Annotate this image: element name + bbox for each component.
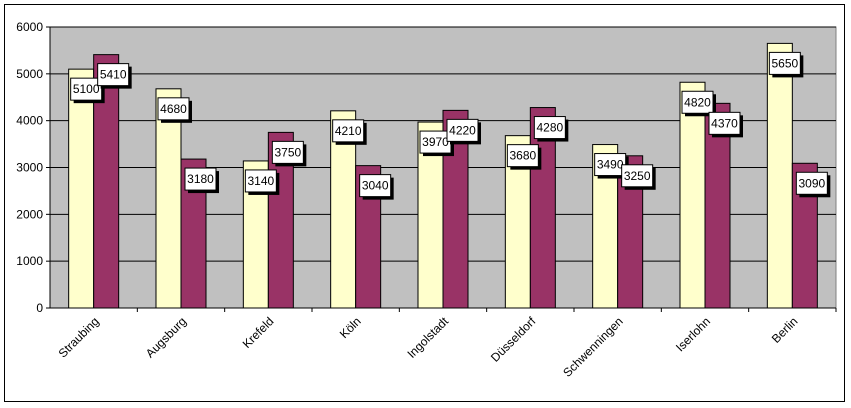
data-label-box-s1-5 — [506, 144, 539, 168]
data-label-box-s2-4 — [446, 118, 479, 142]
data-label-s1-7: 4820 — [684, 95, 711, 109]
data-label-s1-1: 4680 — [160, 102, 187, 116]
data-label-s1-2: 3140 — [247, 174, 274, 188]
data-label-s1-4: 3970 — [422, 135, 449, 149]
y-tick-label-1: 1000 — [16, 254, 43, 268]
data-label-s1-6: 3490 — [597, 158, 624, 172]
data-label-s2-8: 3090 — [798, 176, 825, 190]
data-label-box-s2-2 — [271, 140, 304, 164]
bar-series1-0 — [68, 68, 95, 309]
x-tick-label-8: Berlin — [769, 314, 801, 346]
data-label-box-s1-0 — [70, 77, 103, 101]
data-label-s2-4: 4220 — [449, 123, 476, 137]
bar-series1-1 — [155, 88, 182, 309]
data-label-s2-2: 3750 — [274, 145, 301, 159]
y-tick-label-2: 2000 — [16, 207, 43, 221]
data-label-s2-1: 3180 — [187, 172, 214, 186]
y-tick-label-0: 0 — [36, 301, 43, 315]
data-label-s2-5: 4280 — [536, 121, 563, 135]
bar-series1-8 — [766, 42, 793, 309]
y-tick-label-3: 3000 — [16, 161, 43, 175]
data-label-box-s2-5 — [533, 116, 566, 140]
data-label-box-s1-1 — [157, 97, 190, 121]
data-label-box-s1-8 — [768, 51, 801, 75]
data-label-box-s1-7 — [681, 90, 714, 114]
data-label-box-s2-3 — [359, 174, 392, 198]
x-tick-label-5: Düsseldorf — [488, 314, 539, 365]
bar-series1-7 — [679, 81, 706, 309]
y-tick-label-6: 6000 — [16, 20, 43, 34]
data-label-s2-6: 3250 — [624, 169, 651, 183]
x-tick-label-2: Krefeld — [240, 314, 277, 351]
data-label-box-s1-3 — [332, 119, 365, 143]
data-label-box-s2-8 — [795, 171, 828, 195]
x-tick-label-4: Ingolstadt — [404, 314, 451, 361]
x-tick-label-7: Iserlohn — [673, 314, 713, 354]
data-label-box-s2-6 — [621, 164, 654, 188]
data-label-s1-3: 4210 — [335, 124, 362, 138]
x-tick-label-1: Augsburg — [143, 314, 189, 360]
data-label-s1-8: 5650 — [771, 56, 798, 70]
x-tick-label-3: Köln — [337, 314, 364, 341]
x-tick-label-0: Straubing — [56, 314, 102, 360]
bar-series2-7 — [704, 102, 731, 309]
data-label-box-s1-2 — [244, 169, 277, 193]
x-tick-label-6: Schwenningen — [560, 314, 626, 380]
data-label-box-s2-0 — [97, 63, 130, 87]
data-label-s1-0: 5100 — [73, 82, 100, 96]
y-tick-label-4: 4000 — [16, 114, 43, 128]
data-label-s2-3: 3040 — [362, 179, 389, 193]
data-label-box-s2-7 — [708, 111, 741, 135]
data-label-s2-7: 4370 — [711, 116, 738, 130]
data-label-s2-0: 5410 — [100, 68, 127, 82]
data-label-box-s2-1 — [184, 167, 217, 191]
y-tick-label-5: 5000 — [16, 67, 43, 81]
data-label-s1-5: 3680 — [509, 149, 536, 163]
